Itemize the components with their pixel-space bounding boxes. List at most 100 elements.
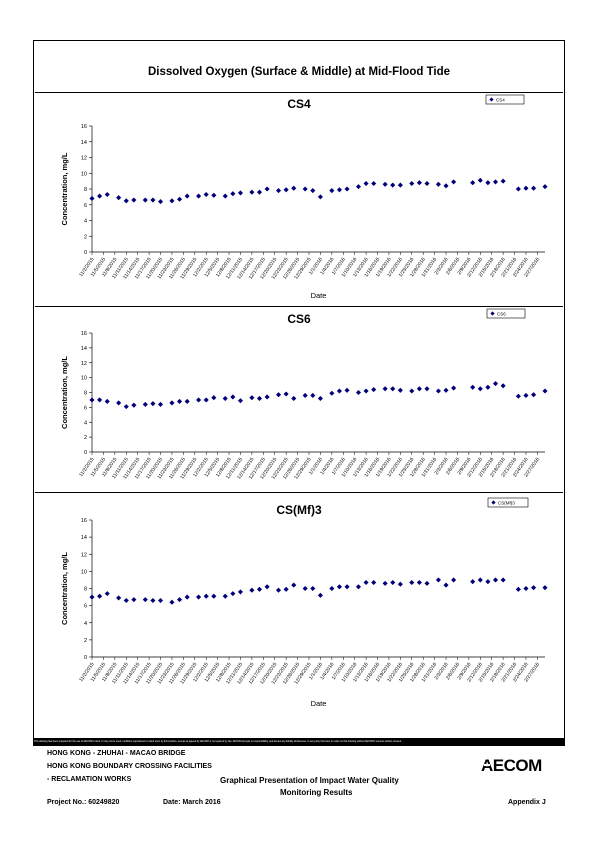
y-tick-label: 14: [81, 346, 87, 352]
x-axis-label: Date: [311, 699, 327, 708]
data-point: [500, 383, 506, 389]
data-point: [424, 180, 430, 187]
data-point: [451, 179, 457, 185]
data-point: [435, 577, 441, 583]
data-point: [424, 386, 430, 392]
data-point: [470, 384, 476, 390]
data-point: [485, 579, 491, 585]
data-point: [492, 179, 499, 185]
data-point: [222, 193, 228, 199]
data-point: [302, 392, 308, 399]
legend-box: [486, 308, 526, 319]
y-tick-label: 10: [81, 376, 87, 382]
data-point: [142, 197, 148, 203]
data-point: [157, 401, 164, 407]
data-point: [531, 585, 537, 591]
data-point: [355, 584, 362, 590]
data-point: [283, 187, 289, 193]
data-point: [317, 592, 323, 598]
data-point: [116, 400, 122, 406]
data-point: [275, 392, 282, 398]
data-point: [531, 185, 537, 191]
data-point: [424, 580, 430, 586]
data-point: [264, 394, 270, 400]
data-point: [329, 585, 335, 592]
y-tick-label: 4: [84, 621, 87, 627]
data-point: [329, 390, 335, 396]
data-point: [203, 397, 209, 403]
y-tick-label: 8: [84, 391, 87, 397]
data-point: [515, 586, 521, 592]
data-point: [397, 182, 403, 188]
disclaimer-bar: This drawing has been prepared for the u…: [34, 738, 564, 745]
data-point: [89, 594, 95, 600]
data-point: [542, 388, 548, 394]
data-point: [477, 386, 483, 392]
y-tick-label: 4: [84, 420, 87, 426]
data-point: [485, 384, 491, 390]
data-point: [131, 597, 137, 603]
project-line-3: - RECLAMATION WORKS: [47, 776, 132, 783]
data-point: [196, 397, 202, 403]
data-point: [283, 391, 289, 397]
data-point: [363, 388, 369, 394]
data-point: [230, 191, 236, 197]
data-point: [470, 180, 476, 186]
data-point: [169, 400, 175, 406]
data-point: [470, 579, 476, 585]
y-tick-label: 10: [81, 569, 87, 575]
data-point: [523, 185, 529, 191]
data-point: [184, 193, 190, 199]
data-point: [203, 593, 209, 599]
data-point: [397, 581, 403, 587]
data-point: [230, 591, 236, 597]
drawing-title-1: Graphical Presentation of Impact Water Q…: [220, 776, 399, 785]
data-point: [344, 584, 350, 590]
data-point: [310, 585, 316, 592]
data-point: [515, 186, 521, 192]
data-point: [302, 585, 308, 592]
data-point: [515, 393, 521, 399]
data-point: [451, 577, 457, 583]
data-point: [104, 398, 110, 404]
data-point: [435, 181, 441, 187]
y-tick-label: 8: [84, 587, 87, 593]
data-point: [355, 184, 362, 190]
y-axis-label: Concentration, mg/L: [60, 552, 69, 625]
data-point: [443, 387, 449, 393]
data-point: [211, 192, 217, 198]
data-point: [157, 199, 164, 205]
data-point: [104, 591, 110, 597]
data-point: [283, 586, 289, 592]
data-point: [523, 392, 529, 399]
figure-frame: Dissolved Oxygen (Surface & Middle) at M…: [33, 40, 565, 746]
y-tick-label: 8: [84, 187, 87, 193]
data-point: [477, 577, 483, 583]
data-point: [89, 195, 95, 201]
legend-box: [487, 497, 529, 508]
legend-box: [485, 94, 525, 105]
data-point: [237, 190, 244, 196]
x-axis-label: Date: [311, 291, 327, 300]
data-point: [116, 195, 122, 201]
chart-title: CS(Mf)3: [276, 503, 322, 517]
data-point: [97, 593, 103, 599]
data-point: [123, 404, 129, 410]
data-point: [264, 584, 270, 590]
data-point: [371, 180, 377, 187]
data-point: [131, 197, 137, 203]
data-point: [542, 184, 548, 190]
data-point: [184, 594, 190, 600]
y-axis-label: Concentration, mg/L: [60, 356, 69, 429]
data-point: [196, 594, 202, 600]
data-point: [177, 398, 183, 404]
data-point: [222, 593, 228, 599]
data-point: [256, 395, 263, 401]
data-point: [500, 577, 506, 583]
data-point: [291, 582, 297, 588]
y-tick-label: 2: [84, 234, 87, 240]
data-point: [310, 392, 316, 399]
y-tick-label: 16: [81, 518, 87, 524]
data-point: [416, 180, 422, 186]
